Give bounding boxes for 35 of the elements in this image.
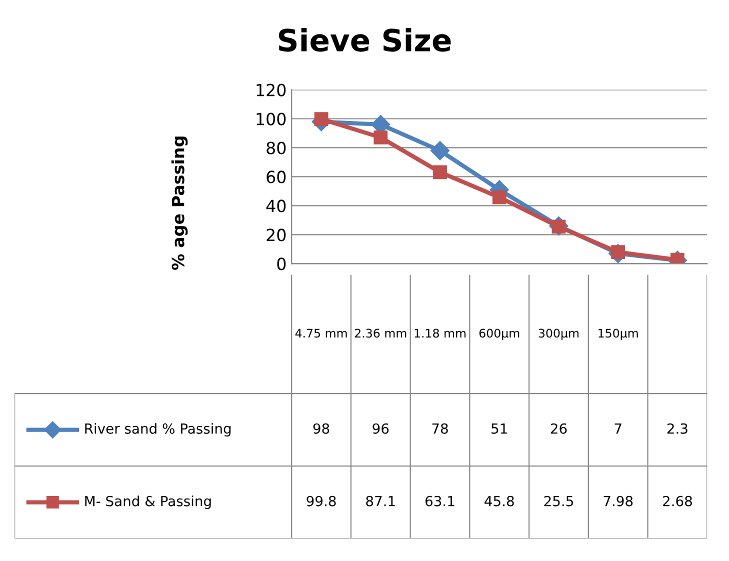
y-tick-label: 100 (256, 112, 286, 126)
data-label: 45.8 (484, 496, 514, 506)
point (374, 130, 388, 144)
data-label: 7 (614, 424, 622, 434)
data-label: 2.68 (663, 496, 692, 506)
legend-label: River sand % Passing (85, 423, 231, 437)
data-label: 78 (432, 423, 448, 434)
data-label: 63.1 (426, 496, 454, 506)
x-tick-label: 1.18 mm (414, 328, 466, 338)
legend-label: M- Sand & Passing (85, 496, 211, 510)
data-label: 2.3 (667, 423, 688, 434)
y-tick-label: 20 (266, 228, 286, 242)
data-label: 7.98 (604, 496, 633, 506)
data-label: 25.5 (544, 496, 573, 506)
data-label: 96 (372, 423, 389, 434)
y-tick-label: 120 (256, 84, 286, 96)
data-label: 99.8 (306, 496, 336, 506)
data-label: 51 (492, 424, 507, 434)
data-label: 87.1 (366, 496, 395, 506)
chart-title: Sieve Size (278, 28, 451, 52)
data-label: 26 (550, 423, 567, 434)
x-tick-label: 600µm (479, 328, 520, 340)
x-tick-label: 300µm (538, 328, 578, 340)
y-tick-label: 80 (266, 142, 286, 154)
x-tick-label: 150µm (598, 328, 638, 340)
point (492, 190, 506, 204)
x-tick-label: 4.75 mm (295, 328, 347, 338)
x-tick-label: 2.36 mm (354, 328, 406, 338)
point (430, 141, 450, 160)
point (433, 165, 447, 180)
y-tick-label: 40 (266, 200, 286, 212)
data-label: 98 (313, 423, 330, 434)
y-tick-label: 0 (277, 258, 286, 270)
y-tick-label: 60 (266, 170, 286, 184)
y-axis-title: % age Passing (171, 136, 188, 270)
